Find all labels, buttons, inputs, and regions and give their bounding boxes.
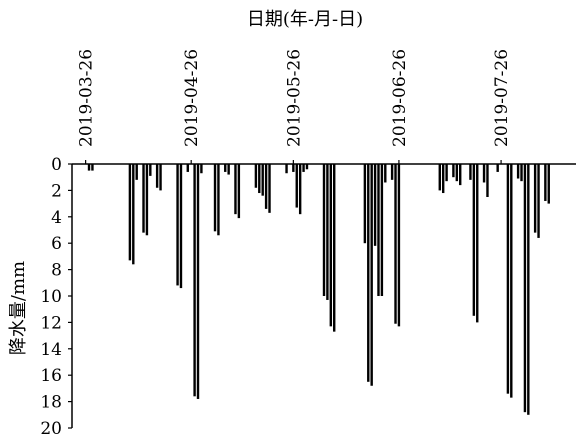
bar (234, 164, 237, 215)
bar (441, 164, 445, 194)
y-axis-title: 降水量/mm (8, 261, 29, 355)
x-tick-label: 2019-07-26 (492, 49, 512, 147)
bar (186, 164, 189, 172)
bar (333, 164, 336, 332)
bar (506, 164, 510, 394)
bar (476, 164, 479, 323)
bar (496, 164, 499, 172)
bar (264, 164, 268, 209)
bar (390, 164, 394, 180)
bar (268, 164, 271, 213)
bar (305, 164, 309, 170)
y-tick-label: 4 (51, 208, 62, 228)
bar (537, 164, 540, 238)
y-tick-label: 12 (40, 313, 62, 333)
bar (149, 164, 152, 176)
bar (445, 164, 448, 182)
bar (363, 164, 367, 244)
bar (176, 164, 179, 286)
bar (142, 164, 145, 233)
bar (179, 164, 183, 289)
bar (145, 164, 149, 236)
bar (196, 164, 200, 399)
y-tick-label: 16 (40, 366, 62, 386)
bar-series (87, 164, 550, 415)
bar (547, 164, 550, 204)
bar (193, 164, 196, 397)
bar (377, 164, 380, 296)
bar (224, 164, 227, 172)
bar (128, 164, 132, 261)
x-tick-labels: 2019-03-26 2019-04-26 2019-05-26 2019-06-26… (77, 49, 512, 164)
bar (373, 164, 377, 246)
bar (482, 164, 486, 183)
bar (258, 164, 261, 194)
bar (326, 164, 329, 300)
bar (527, 164, 530, 415)
bar (227, 164, 230, 175)
y-tick-label: 10 (40, 287, 62, 307)
bar (295, 164, 298, 208)
bar (155, 164, 159, 188)
bar (455, 164, 459, 182)
bar (159, 164, 162, 191)
bar (367, 164, 370, 382)
y-tick-label: 8 (51, 261, 62, 281)
x-axis-title: 日期(年-月-日) (247, 9, 363, 30)
bar (459, 164, 462, 186)
bar (544, 164, 547, 201)
bar (322, 164, 326, 296)
y-tick-label: 6 (51, 234, 62, 254)
bar (91, 164, 94, 171)
bar (298, 164, 302, 215)
bar (452, 164, 455, 178)
bar (533, 164, 537, 233)
bar (394, 164, 397, 324)
bar (384, 164, 387, 183)
y-ticks: 0 2 4 6 8 10 12 14 16 18 20 (40, 155, 72, 439)
bar (510, 164, 513, 398)
y-tick-label: 20 (40, 419, 62, 439)
y-tick-label: 18 (40, 393, 62, 413)
bar (217, 164, 220, 236)
bar (135, 164, 138, 180)
bar (520, 164, 523, 182)
bar (486, 164, 489, 197)
y-tick-label: 14 (40, 340, 62, 360)
bar (87, 164, 91, 171)
bar (370, 164, 373, 386)
bar (200, 164, 203, 174)
x-tick-label: 2019-03-26 (77, 49, 97, 147)
bar (329, 164, 333, 327)
bar (285, 164, 288, 174)
bar (380, 164, 384, 296)
bar (292, 164, 295, 172)
bar (302, 164, 305, 172)
bar (516, 164, 520, 179)
y-tick-label: 0 (51, 155, 62, 175)
bar (254, 164, 258, 188)
x-tick-label: 2019-06-26 (390, 49, 410, 147)
bar (132, 164, 135, 265)
bar (523, 164, 527, 413)
x-tick-label: 2019-05-26 (284, 49, 304, 147)
bar (397, 164, 401, 327)
bar (472, 164, 476, 316)
bar (469, 164, 472, 180)
y-tick-label: 2 (51, 181, 62, 201)
x-tick-label: 2019-04-26 (182, 49, 202, 147)
bar (438, 164, 441, 191)
bar (237, 164, 241, 219)
bar (213, 164, 217, 232)
bar (261, 164, 264, 196)
